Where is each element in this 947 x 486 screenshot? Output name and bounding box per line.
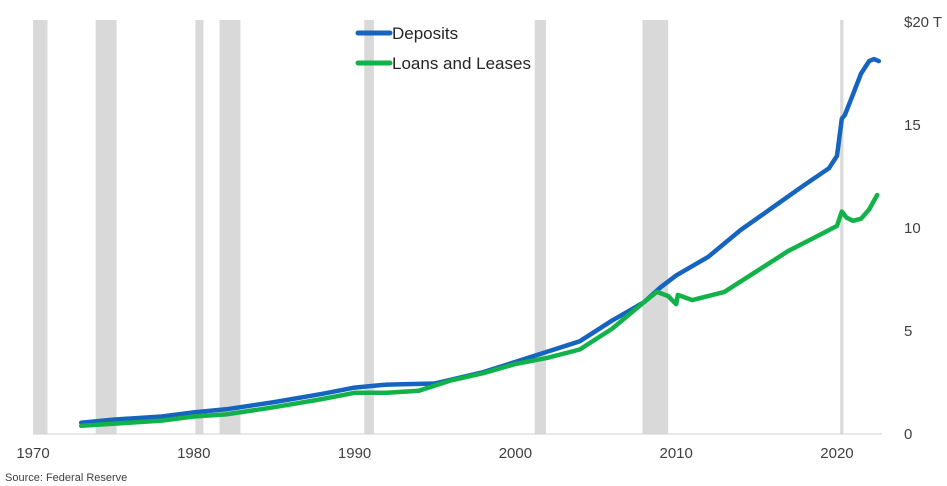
- recession-band-4: [219, 20, 241, 434]
- recession-band-1: [33, 20, 48, 434]
- recession-band-5: [364, 20, 374, 434]
- x-tick-label: 1990: [338, 445, 371, 462]
- y-tick-label: $20 T: [904, 14, 942, 31]
- recession-bands: [33, 20, 844, 434]
- series-lines: [78, 56, 882, 429]
- legend-label: Deposits: [392, 24, 458, 43]
- recession-band-6: [534, 20, 546, 434]
- legend-label: Loans and Leases: [392, 54, 531, 73]
- y-tick-label: 0: [904, 426, 912, 443]
- recession-band-7: [642, 20, 669, 434]
- recession-band-8: [840, 20, 844, 434]
- x-axis-ticks: 1970 1980 1990 2000 2010 2020: [16, 445, 853, 462]
- recession-band-2: [95, 20, 117, 434]
- x-tick-label: 2020: [820, 445, 853, 462]
- y-tick-label: 15: [904, 117, 921, 134]
- y-tick-label: 10: [904, 220, 921, 237]
- x-tick-label: 1970: [16, 445, 49, 462]
- x-tick-label: 2000: [499, 445, 532, 462]
- recession-band-3: [195, 20, 204, 434]
- y-axis-ticks: 0 5 10 15 $20 T: [904, 14, 942, 443]
- source-note: Source: Federal Reserve: [5, 472, 127, 484]
- y-tick-label: 5: [904, 323, 912, 340]
- x-tick-label: 1980: [177, 445, 210, 462]
- legend: Deposits Loans and Leases: [355, 24, 531, 73]
- x-tick-label: 2010: [659, 445, 692, 462]
- series-line-loans-and-leases: [78, 192, 880, 429]
